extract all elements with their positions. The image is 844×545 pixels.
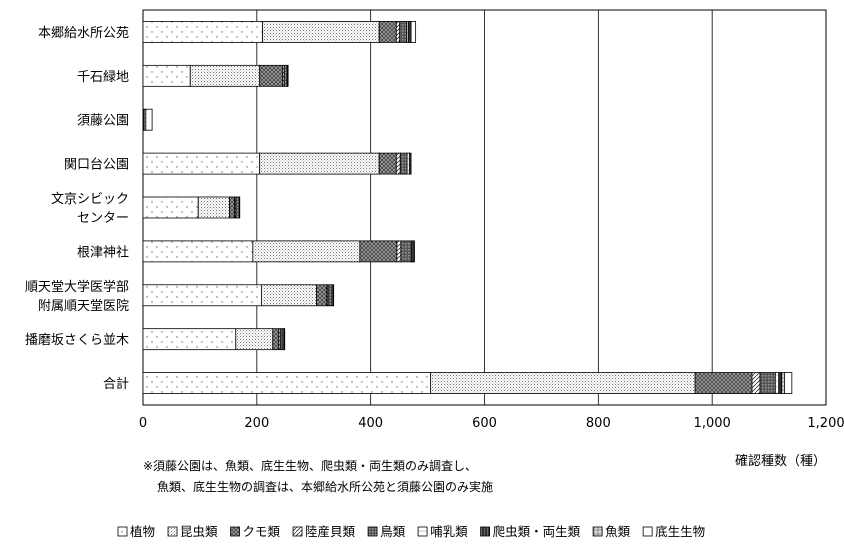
legend-swatch-3 <box>292 526 303 537</box>
bar-segment-4-5 <box>238 196 241 219</box>
category-label: 播磨坂さくら並木 <box>25 333 129 348</box>
bar-segment-0-4 <box>399 21 407 43</box>
category-label: 関口台公園 <box>64 158 129 173</box>
bar-segment-4-1 <box>197 196 230 219</box>
bar-segment-8-4 <box>759 372 776 394</box>
bar-segment-1-1 <box>189 64 261 87</box>
x-tick-label: 1,000 <box>694 416 731 431</box>
legend-label-6: 爬虫類・両生類 <box>493 524 581 539</box>
x-tick-labels: 0 200 400 600 800 1,000 1,200 <box>139 416 844 431</box>
bar-segment-8-2 <box>694 372 753 394</box>
bar-segment-5-3 <box>396 240 402 263</box>
legend-label-7: 魚類 <box>605 524 631 539</box>
bar-segment-4-2 <box>229 196 236 219</box>
category-label: 須藤公園 <box>77 114 129 129</box>
legend-swatch-7 <box>592 526 603 537</box>
bar-segment-0-0 <box>142 21 263 43</box>
bar-segment-8-0 <box>142 372 431 394</box>
bar-segment-7-6 <box>283 328 286 351</box>
bar-segment-5-0 <box>142 240 254 263</box>
bar-segment-5-2 <box>359 240 398 263</box>
bar-segment-1-0 <box>142 64 191 87</box>
bar-segment-3-0 <box>142 152 261 175</box>
bar-segment-3-3 <box>395 152 401 175</box>
legend-label-8: 底生生物 <box>655 524 705 539</box>
bar-segment-0-3 <box>395 21 401 43</box>
bar-segment-3-2 <box>378 152 397 175</box>
bar-segment-5-6 <box>412 240 415 263</box>
legend-swatch-2 <box>230 526 240 537</box>
bar-segment-8-1 <box>430 372 696 394</box>
bar-segment-8-5 <box>774 372 780 394</box>
legend-swatch-0 <box>117 526 128 537</box>
category-label: センター <box>77 211 129 226</box>
bar-segment-8-8 <box>784 372 793 394</box>
category-labels: 本郷給水所公苑千石緑地須藤公園関口台公園文京シビックセンター根津神社順天堂大学医… <box>25 26 129 392</box>
bar-segment-0-1 <box>262 21 380 43</box>
bar-segment-8-6 <box>778 372 783 394</box>
bars <box>142 21 793 394</box>
legend: 植物 昆虫類 クモ類 陸産貝類 鳥類 哺乳類 爬虫類・両生類 魚類 底生生物 <box>117 524 705 539</box>
category-label: 順天堂大学医学部 <box>25 279 129 295</box>
bar-segment-6-4 <box>327 284 333 307</box>
bar-segment-7-1 <box>235 328 274 351</box>
category-label: 文京シビック <box>51 192 129 207</box>
x-tick-label: 600 <box>472 416 497 431</box>
legend-label-2: クモ類 <box>243 524 281 539</box>
bar-segment-2-8 <box>145 108 153 131</box>
note-line-1: ※須藤公園は、魚類、底生生物、爬虫類・両生類のみ調査し、 <box>143 458 477 473</box>
bar-segment-0-2 <box>378 21 397 43</box>
legend-label-0: 植物 <box>130 524 155 539</box>
bar-segment-1-4 <box>283 64 288 87</box>
legend-swatch-5 <box>417 526 428 537</box>
bar-segment-4-4 <box>235 196 240 219</box>
bar-segment-4-0 <box>142 196 199 219</box>
category-label: 本郷給水所公苑 <box>38 26 129 41</box>
bar-segment-6-2 <box>316 284 328 307</box>
legend-label-5: 哺乳類 <box>430 524 468 539</box>
bar-segment-6-0 <box>142 284 262 307</box>
category-label: 合計 <box>103 376 129 392</box>
legend-label-1: 昆虫類 <box>180 524 218 539</box>
bar-segment-5-4 <box>400 240 413 263</box>
bar-segment-8-7 <box>781 372 785 394</box>
category-label: 千石緑地 <box>77 70 129 85</box>
x-axis-label: 確認種数（種） <box>735 453 826 469</box>
x-tick-label: 1,200 <box>807 416 844 431</box>
bar-segment-1-6 <box>287 64 289 87</box>
legend-label-4: 鳥類 <box>380 524 406 539</box>
bar-segment-5-1 <box>252 240 361 263</box>
bar-segment-7-0 <box>142 328 237 351</box>
note-line-2: 魚類、底生生物の調査は、本郷給水所公苑と須藤公園のみ実施 <box>157 479 493 494</box>
gridlines <box>256 10 713 405</box>
x-tick-label: 400 <box>358 416 383 431</box>
bar-segment-6-1 <box>260 284 317 307</box>
legend-swatch-8 <box>642 526 653 537</box>
legend-swatch-4 <box>367 526 378 537</box>
x-tick-label: 0 <box>139 416 147 431</box>
category-label: 根津神社 <box>77 244 129 260</box>
legend-swatch-6 <box>480 526 490 537</box>
bar-segment-3-6 <box>408 152 412 175</box>
x-tick-label: 200 <box>244 416 269 431</box>
bar-segment-3-4 <box>399 152 408 175</box>
category-label: 附属順天堂医院 <box>38 299 129 314</box>
bar-segment-8-3 <box>751 372 761 394</box>
bar-segment-7-4 <box>279 328 284 351</box>
bar-segment-1-2 <box>259 64 283 87</box>
bar-segment-3-1 <box>259 152 380 175</box>
legend-swatch-1 <box>167 526 178 537</box>
bar-segment-0-8 <box>410 21 417 43</box>
bar-segment-7-2 <box>272 328 279 351</box>
legend-label-3: 陸産貝類 <box>305 524 356 539</box>
x-tick-label: 800 <box>586 416 611 431</box>
bar-segment-6-6 <box>332 284 335 307</box>
